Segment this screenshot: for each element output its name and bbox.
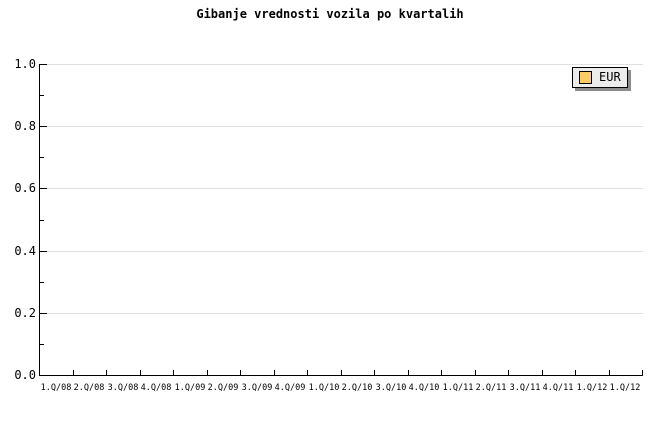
x-major-tick	[408, 370, 409, 375]
y-tick-label: 0.8	[14, 119, 36, 133]
x-tick-label: 1.Q/12	[609, 383, 641, 393]
y-minor-tick	[40, 95, 44, 96]
x-major-tick	[508, 370, 509, 375]
y-tick-label: 0.0	[14, 368, 36, 382]
legend-box: EUR	[572, 67, 628, 88]
x-major-tick	[542, 370, 543, 375]
legend-swatch-eur-icon	[579, 71, 592, 84]
x-major-tick	[240, 370, 241, 375]
x-major-tick	[642, 370, 643, 375]
x-tick-label: 4.Q/10	[408, 383, 440, 393]
x-major-tick	[341, 370, 342, 375]
y-gridline	[40, 251, 643, 252]
x-major-tick	[374, 370, 375, 375]
x-tick-label: 1.Q/09	[174, 383, 206, 393]
x-major-tick	[609, 370, 610, 375]
y-major-tick	[40, 375, 47, 376]
x-tick-label: 4.Q/08	[140, 383, 172, 393]
x-major-tick	[207, 370, 208, 375]
x-major-tick	[441, 370, 442, 375]
x-tick-label: 3.Q/08	[107, 383, 139, 393]
y-tick-label: 1.0	[14, 57, 36, 71]
y-major-tick	[40, 313, 47, 314]
x-tick-label: 2.Q/08	[73, 383, 105, 393]
y-gridline	[40, 126, 643, 127]
x-tick-label: 2.Q/10	[341, 383, 373, 393]
y-minor-tick	[40, 157, 44, 158]
y-tick-label: 0.6	[14, 181, 36, 195]
y-major-tick	[40, 251, 47, 252]
y-minor-tick	[40, 220, 44, 221]
x-tick-label: 3.Q/09	[241, 383, 273, 393]
x-tick-label: 3.Q/11	[509, 383, 541, 393]
x-tick-label: 3.Q/10	[375, 383, 407, 393]
x-tick-label: 1.Q/11	[442, 383, 474, 393]
x-tick-label: 2.Q/11	[475, 383, 507, 393]
x-major-tick	[475, 370, 476, 375]
y-tick-label: 0.4	[14, 244, 36, 258]
y-major-tick	[40, 188, 47, 189]
x-tick-label: 1.Q/12	[576, 383, 608, 393]
y-gridline	[40, 64, 643, 65]
legend-label: EUR	[599, 70, 621, 84]
x-major-tick	[173, 370, 174, 375]
y-major-tick	[40, 126, 47, 127]
x-tick-label: 1.Q/10	[308, 383, 340, 393]
x-major-tick	[140, 370, 141, 375]
y-minor-tick	[40, 282, 44, 283]
x-tick-label: 4.Q/09	[274, 383, 306, 393]
x-tick-label: 4.Q/11	[542, 383, 574, 393]
y-tick-label: 0.2	[14, 306, 36, 320]
y-gridline	[40, 188, 643, 189]
y-gridline	[40, 313, 643, 314]
x-major-tick	[307, 370, 308, 375]
x-major-tick	[575, 370, 576, 375]
x-major-tick	[274, 370, 275, 375]
y-minor-tick	[40, 344, 44, 345]
x-axis-line	[39, 375, 643, 376]
x-tick-label: 2.Q/09	[207, 383, 239, 393]
x-major-tick	[106, 370, 107, 375]
y-major-tick	[40, 64, 47, 65]
x-tick-label: 1.Q/08	[40, 383, 72, 393]
x-major-tick	[73, 370, 74, 375]
y-axis-line	[39, 64, 40, 376]
chart-title: Gibanje vrednosti vozila po kvartalih	[196, 7, 464, 21]
